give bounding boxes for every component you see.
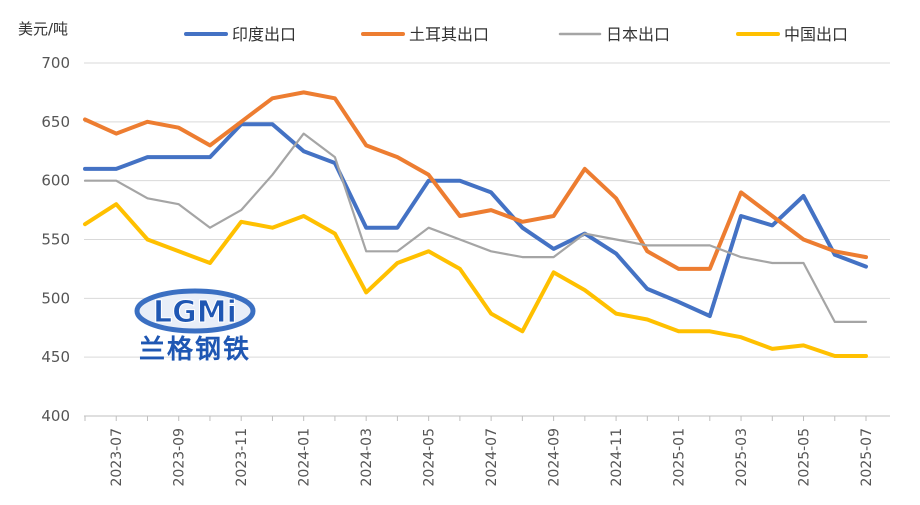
y-tick-label: 400 bbox=[41, 407, 70, 425]
logo-ellipse bbox=[134, 288, 256, 334]
x-axis: 2023-07 2023-09 2023-11 2024-01 2024-03 2024-… bbox=[84, 415, 890, 487]
y-tick-label: 550 bbox=[41, 231, 70, 249]
series-line-0 bbox=[83, 122, 868, 318]
series-lines bbox=[83, 90, 868, 358]
x-tick-label: 2023-11 bbox=[234, 428, 250, 487]
logo-latin-text: LGMi bbox=[153, 295, 237, 330]
y-axis: 400 450 500 550 600 650 700 bbox=[41, 54, 70, 425]
y-tick-label: 450 bbox=[41, 348, 70, 366]
x-tick-label: 2023-07 bbox=[109, 428, 125, 487]
x-tick-label: 2025-07 bbox=[859, 428, 875, 487]
legend-label-0: 印度出口 bbox=[232, 25, 296, 44]
y-tick-label: 700 bbox=[41, 54, 70, 72]
x-tick-label: 2025-01 bbox=[672, 428, 688, 487]
series-line-2 bbox=[83, 132, 868, 323]
legend: 印度出口 土耳其出口 日本出口 中国出口 bbox=[184, 25, 848, 44]
series-line-1 bbox=[83, 90, 868, 271]
x-tick-label: 2024-03 bbox=[359, 428, 375, 487]
x-tick-label: 2025-03 bbox=[734, 428, 750, 487]
legend-label-2: 日本出口 bbox=[606, 25, 670, 44]
watermark-logo: LGMi 兰格钢铁 bbox=[134, 288, 256, 365]
logo-chinese-text: 兰格钢铁 bbox=[139, 334, 251, 365]
y-tick-label: 650 bbox=[41, 113, 70, 131]
y-tick-label: 500 bbox=[41, 289, 70, 307]
x-tick-label: 2024-09 bbox=[547, 428, 563, 487]
x-tick-label: 2024-01 bbox=[297, 428, 313, 487]
x-tick-label: 2024-11 bbox=[609, 428, 625, 487]
x-tick-label: 2025-05 bbox=[797, 428, 813, 487]
y-axis-unit-label: 美元/吨 bbox=[18, 20, 68, 38]
y-tick-label: 600 bbox=[41, 172, 70, 190]
x-tick-label: 2024-05 bbox=[422, 428, 438, 487]
legend-label-3: 中国出口 bbox=[784, 25, 848, 44]
x-tick-label: 2024-07 bbox=[484, 428, 500, 487]
series-line-3 bbox=[83, 202, 868, 358]
x-tick-label: 2023-09 bbox=[172, 428, 188, 487]
legend-label-1: 土耳其出口 bbox=[409, 25, 489, 44]
